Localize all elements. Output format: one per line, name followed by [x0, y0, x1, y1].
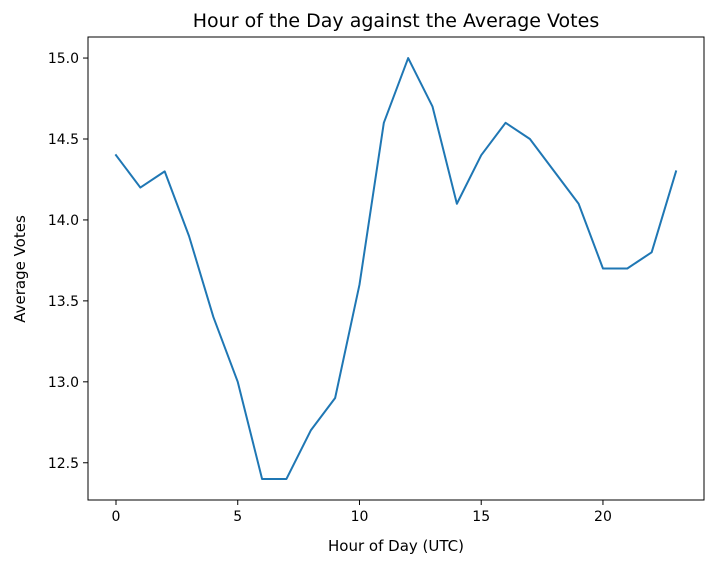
y-tick-label: 14.5	[48, 132, 79, 148]
x-tick-label: 15	[472, 509, 490, 525]
axes-frame	[87, 36, 705, 501]
x-tick-label: 10	[351, 509, 369, 525]
plot-area	[87, 36, 705, 501]
y-tick-label: 13.0	[48, 375, 79, 391]
x-axis-ticks: 0 5 10 15 20	[112, 500, 612, 525]
x-tick-label: 0	[112, 509, 121, 525]
y-axis-label: Average Votes	[11, 215, 29, 323]
x-axis-label: Hour of Day (UTC)	[328, 537, 464, 555]
y-tick-label: 12.5	[48, 456, 79, 472]
series-layer	[114, 57, 678, 480]
chart-title: Hour of the Day against the Average Vote…	[193, 10, 599, 32]
x-tick-label: 5	[233, 509, 242, 525]
series-line	[114, 57, 678, 480]
y-axis-ticks: 12.5 13.0 13.5 14.0 14.5 15.0	[48, 51, 88, 472]
y-tick-label: 14.0	[48, 213, 79, 229]
x-tick-label: 20	[594, 509, 612, 525]
y-tick-label: 13.5	[48, 294, 79, 310]
y-tick-label: 15.0	[48, 51, 79, 67]
